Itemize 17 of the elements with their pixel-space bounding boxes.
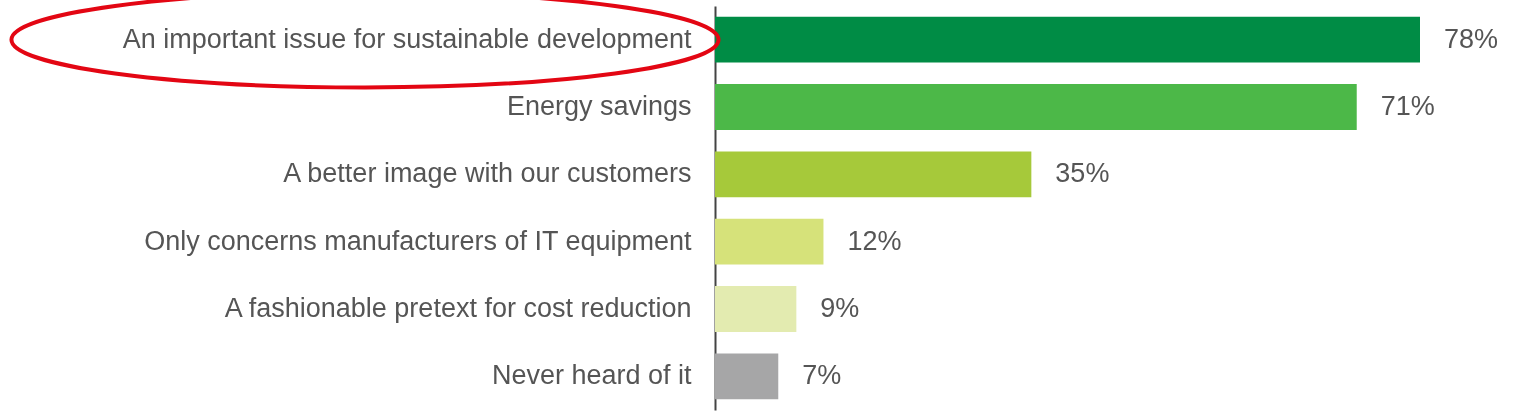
y-tick-label: Energy savings [506, 91, 692, 121]
data-label: 71% [1380, 91, 1435, 121]
bar [715, 218, 824, 265]
bar [715, 84, 1357, 130]
data-label: 35% [1055, 158, 1110, 189]
bar [715, 353, 779, 400]
bar [715, 151, 1032, 198]
data-label: 7% [802, 360, 842, 391]
y-tick-label: A better image with our customers [283, 158, 692, 189]
data-label: 78% [1444, 23, 1499, 54]
y-tick-label: Only concerns manufacturers of IT equipment [144, 225, 692, 256]
data-label: 12% [847, 225, 902, 256]
y-tick-label: A fashionable pretext for cost reduction [224, 293, 692, 323]
data-label: 9% [820, 293, 860, 323]
y-tick-label: An important issue for sustainable development [122, 23, 692, 54]
bar [715, 286, 797, 332]
y-tick-label: Never heard of it [491, 360, 692, 391]
